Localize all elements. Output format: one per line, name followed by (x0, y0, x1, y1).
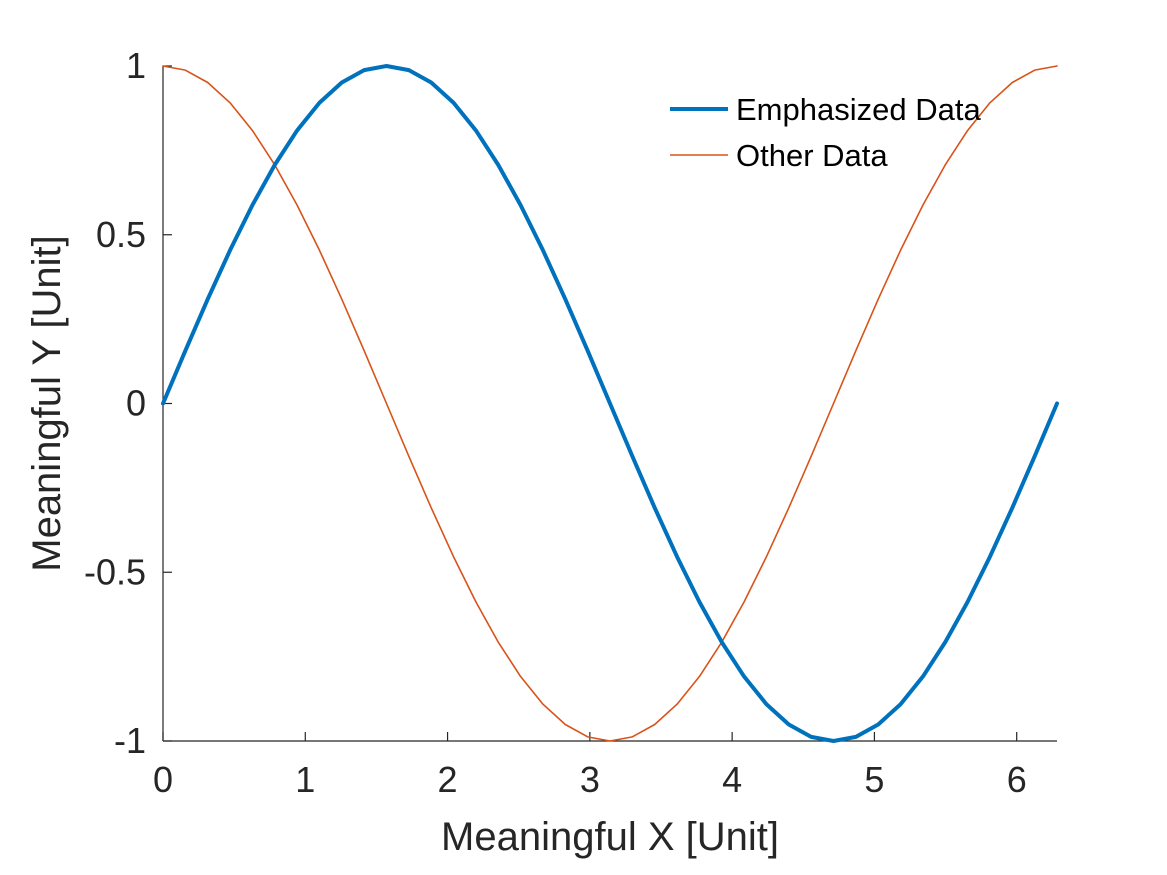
x-tick-label: 6 (1007, 759, 1027, 800)
legend: Emphasized Data Other Data (670, 92, 981, 173)
y-tick-label: 1 (126, 45, 146, 86)
x-tick-label: 4 (722, 759, 742, 800)
y-axis-title: Meaningful Y [Unit] (25, 235, 69, 572)
y-tick-label: -0.5 (84, 551, 146, 592)
x-axis-title: Meaningful X [Unit] (441, 815, 779, 859)
y-tick-label: 0.5 (96, 214, 146, 255)
x-tick-label: 1 (295, 759, 315, 800)
x-tick-label: 2 (438, 759, 458, 800)
legend-label-emphasized-data: Emphasized Data (736, 92, 981, 127)
y-ticks: -1 -0.5 0 0.5 1 (84, 45, 172, 761)
x-ticks: 0 1 2 3 4 5 6 (153, 732, 1027, 800)
legend-label-other-data: Other Data (736, 138, 888, 173)
x-tick-label: 3 (580, 759, 600, 800)
series-line-emphasized-data (161, 64, 1059, 743)
x-tick-label: 0 (153, 759, 173, 800)
y-tick-label: -1 (114, 720, 146, 761)
series-line-other-data (162, 65, 1058, 742)
x-tick-label: 5 (864, 759, 884, 800)
series-layer (161, 64, 1059, 743)
y-tick-label: 0 (126, 383, 146, 424)
